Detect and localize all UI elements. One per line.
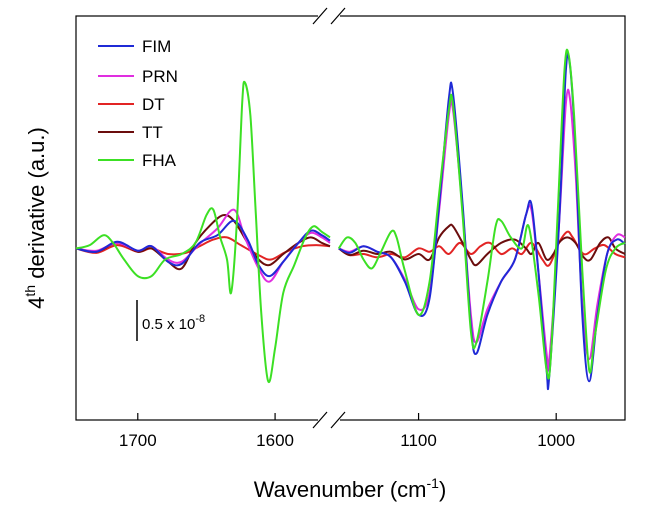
- legend-label-prn: PRN: [142, 67, 178, 86]
- x-axis-title-exp: -1: [427, 475, 440, 491]
- axis-break-mark-bottom-1: [312, 411, 328, 429]
- legend-label-tt: TT: [142, 123, 163, 142]
- axis-break-gap-bottom: [318, 413, 340, 427]
- series-line-fha-left: [75, 80, 331, 384]
- left-panel-lines: [75, 80, 331, 384]
- series-line-fim-left: [75, 219, 331, 278]
- scale-bar-label-exp: -8: [195, 313, 205, 325]
- legend-label-fha: FHA: [142, 151, 177, 170]
- axis-break-mark-top-1: [312, 7, 328, 25]
- y-axis-title-exp: th: [22, 285, 38, 297]
- scale-bar-label: 0.5 x 10-8: [142, 313, 205, 333]
- plot-frame: [75, 15, 626, 421]
- series-line-prn-right: [338, 88, 626, 372]
- right-panel-lines: [337, 48, 626, 391]
- y-axis-title: 4th derivative (a.u.): [22, 127, 49, 309]
- axis-break-mark-bottom-2: [330, 411, 346, 429]
- series-line-fha-right: [337, 48, 626, 380]
- legend: FIM PRN DT TT FHA: [98, 37, 178, 170]
- series-line-tt-right: [338, 223, 626, 267]
- x-tick-label-1600: 1600: [256, 431, 294, 450]
- legend-label-dt: DT: [142, 95, 165, 114]
- x-tick-label-1700: 1700: [119, 431, 157, 450]
- x-ticks: 1700 1600 1100 1000: [119, 413, 575, 450]
- x-tick-label-1000: 1000: [537, 431, 575, 450]
- x-tick-label-1100: 1100: [400, 431, 437, 450]
- x-axis-title: Wavenumber (cm-1): [254, 475, 447, 502]
- axis-break-gap-top: [318, 9, 340, 23]
- legend-label-fim: FIM: [142, 37, 171, 56]
- series-line-fim-right: [338, 52, 626, 391]
- axis-break-mark-top-2: [330, 7, 346, 25]
